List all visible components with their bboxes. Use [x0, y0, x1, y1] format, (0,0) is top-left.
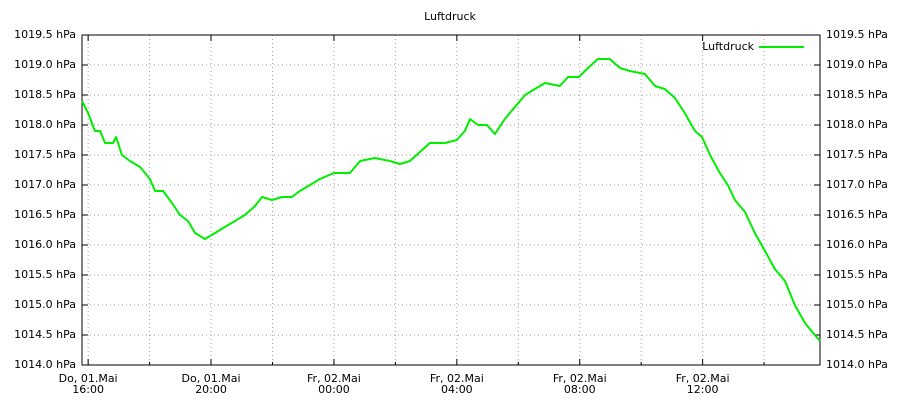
y2-tick-label: 1017.0 hPa [826, 178, 888, 191]
x-tick-label: 12:00 [687, 383, 719, 396]
y2-tick-label: 1016.5 hPa [826, 208, 888, 221]
x-tick-label: Fr, 02.Mai [553, 372, 607, 385]
y2-tick-label: 1019.5 hPa [826, 28, 888, 41]
x-tick-label: Fr, 02.Mai [430, 372, 484, 385]
legend-label: Luftdruck [702, 40, 754, 53]
y-tick-label: 1018.5 hPa [14, 88, 76, 101]
y-tick-label: 1018.0 hPa [14, 118, 76, 131]
y2-tick-label: 1018.5 hPa [826, 88, 888, 101]
data-line [81, 58, 821, 342]
x-tick-label: 04:00 [441, 383, 473, 396]
x-tick-label: 16:00 [72, 383, 104, 396]
y2-tick-label: 1015.5 hPa [826, 268, 888, 281]
y-tick-label: 1019.5 hPa [14, 28, 76, 41]
x-tick-label: Do, 01.Mai [182, 372, 241, 385]
y-tick-label: 1017.5 hPa [14, 148, 76, 161]
x-tick-label: 08:00 [564, 383, 596, 396]
y-tick-label: 1014.5 hPa [14, 328, 76, 341]
y2-tick-label: 1018.0 hPa [826, 118, 888, 131]
x-tick-label: 20:00 [195, 383, 227, 396]
y2-tick-label: 1019.0 hPa [826, 58, 888, 71]
y2-tick-label: 1016.0 hPa [826, 238, 888, 251]
y-tick-label: 1017.0 hPa [14, 178, 76, 191]
y2-tick-label: 1015.0 hPa [826, 298, 888, 311]
y-tick-label: 1015.0 hPa [14, 298, 76, 311]
y-tick-label: 1019.0 hPa [14, 58, 76, 71]
y-tick-label: 1015.5 hPa [14, 268, 76, 281]
y2-tick-label: 1017.5 hPa [826, 148, 888, 161]
x-tick-label: Fr, 02.Mai [676, 372, 730, 385]
y2-tick-label: 1014.5 hPa [826, 328, 888, 341]
y2-tick-label: 1014.0 hPa [826, 358, 888, 371]
x-tick-label: Fr, 02.Mai [307, 372, 361, 385]
y-tick-label: 1016.0 hPa [14, 238, 76, 251]
x-tick-label: Do, 01.Mai [59, 372, 118, 385]
y-tick-label: 1016.5 hPa [14, 208, 76, 221]
x-tick-label: 00:00 [318, 383, 350, 396]
y-tick-label: 1014.0 hPa [14, 358, 76, 371]
plot-border [81, 34, 821, 366]
chart-title: Luftdruck [424, 10, 476, 23]
